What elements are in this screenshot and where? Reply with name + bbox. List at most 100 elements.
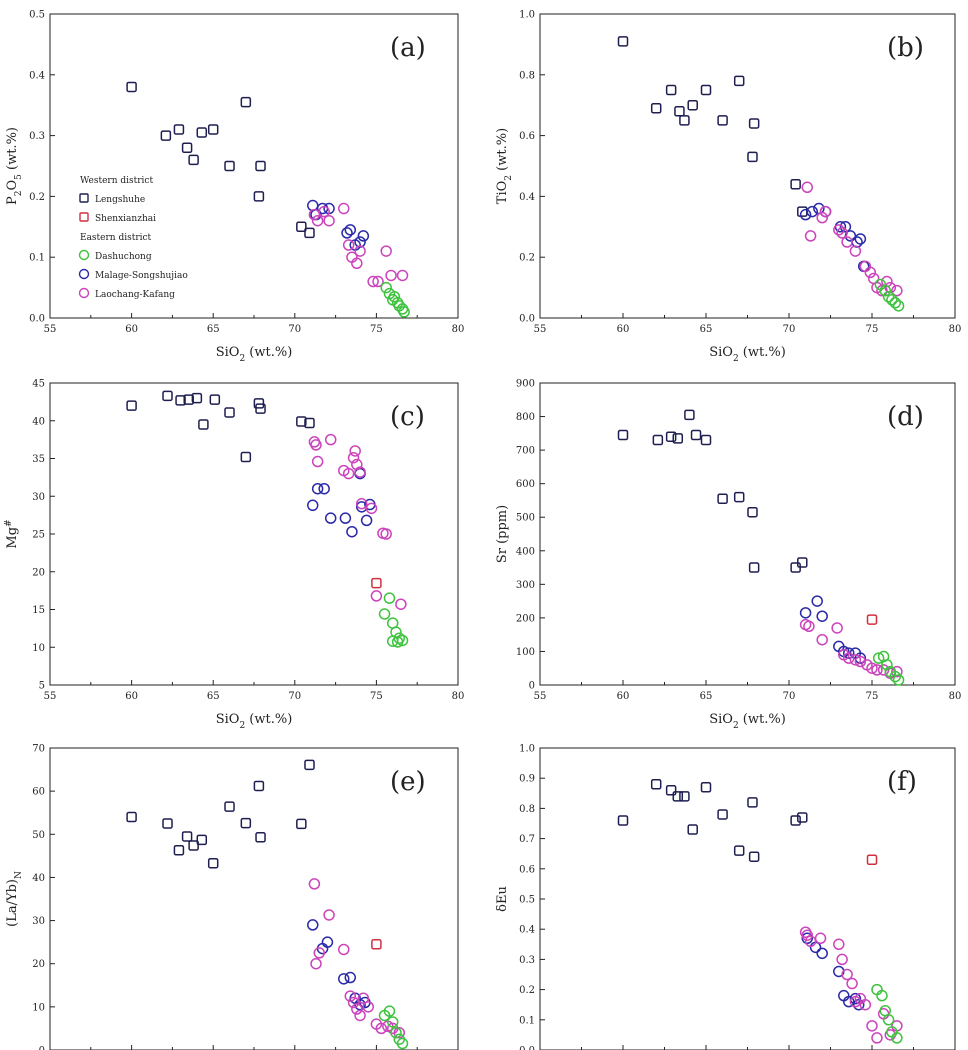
y-tick-label: 900 <box>516 379 535 390</box>
series-dashuchong <box>872 650 905 686</box>
data-point <box>811 595 823 607</box>
series-laochang-kafang <box>801 181 903 297</box>
legend-heading: Western district <box>80 176 153 186</box>
data-point <box>324 512 337 524</box>
data-point <box>854 655 867 668</box>
data-point <box>799 208 812 221</box>
data-point <box>617 429 629 441</box>
x-tick-label: 80 <box>452 324 465 335</box>
data-point <box>846 977 858 990</box>
data-point <box>304 759 315 771</box>
data-point <box>801 181 814 194</box>
data-point <box>255 832 266 843</box>
data-point <box>209 394 221 405</box>
panel-f: 0.0 0.1 0.2 0.3 0.4 0.5 0.6 0.7 0.8 0.9 1.0 δEu (f) <box>495 744 956 1050</box>
data-point <box>882 1014 895 1026</box>
x-tick-label: 55 <box>44 691 57 702</box>
panel-label: (e) <box>390 767 426 797</box>
data-point <box>386 1016 399 1028</box>
y-tick-label: 10 <box>32 643 45 654</box>
y-tick-label: 400 <box>516 546 535 557</box>
data-point <box>859 998 872 1011</box>
panel-label: (a) <box>390 33 426 63</box>
data-point <box>181 831 193 842</box>
panel-label: (f) <box>887 767 917 797</box>
data-point <box>833 938 845 951</box>
data-point <box>338 943 350 956</box>
data-point <box>871 1032 883 1044</box>
data-point <box>255 403 266 414</box>
y-axis-label: P2O5 (wt.%) <box>5 127 24 205</box>
data-point <box>799 607 812 619</box>
data-point <box>188 154 199 166</box>
y-tick-label: 25 <box>32 530 45 541</box>
data-point <box>814 932 827 945</box>
data-point <box>864 266 877 279</box>
data-point <box>357 992 370 1004</box>
y-tick-label: 35 <box>32 454 45 465</box>
legend-marker <box>78 268 90 280</box>
data-point <box>240 817 252 829</box>
data-point <box>338 202 350 215</box>
panel-label: (d) <box>887 402 924 432</box>
data-point <box>843 995 855 1008</box>
x-tick-label: 55 <box>534 324 547 335</box>
series-malage-songshujiao <box>307 919 371 1011</box>
data-point <box>255 160 266 172</box>
series-dashuchong <box>380 281 410 318</box>
y-tick-label: 0.4 <box>29 70 45 81</box>
y-tick-label: 0.8 <box>519 70 535 81</box>
data-point <box>398 306 410 318</box>
data-point <box>310 439 322 451</box>
data-point <box>173 124 185 135</box>
data-point <box>816 610 828 622</box>
x-tick-label: 55 <box>44 324 57 335</box>
data-point <box>324 433 337 446</box>
data-point <box>308 878 321 890</box>
data-point <box>207 857 219 869</box>
data-point <box>240 451 252 463</box>
data-point <box>175 395 186 406</box>
series-shenxianzhai <box>371 577 382 589</box>
y-tick-label: 200 <box>516 613 535 624</box>
x-tick-label: 80 <box>452 691 465 702</box>
y-tick-label: 20 <box>32 567 45 578</box>
legend-marker <box>79 212 89 222</box>
data-point <box>879 284 892 297</box>
y-tick-label: 0.2 <box>519 253 535 264</box>
y-tick-label: 0.9 <box>519 774 535 785</box>
data-point <box>733 845 745 856</box>
y-tick-label: 0.2 <box>519 985 535 996</box>
y-tick-label: 0.4 <box>519 925 535 936</box>
data-point <box>196 127 208 138</box>
y-tick-label: 15 <box>32 605 45 616</box>
data-point <box>650 102 662 114</box>
series-laochang-kafang <box>308 202 409 288</box>
data-point <box>849 992 862 1005</box>
legend-label: Malage-Songshujiao <box>95 271 188 281</box>
data-point <box>207 124 219 135</box>
data-point <box>866 662 878 674</box>
data-point <box>386 635 399 647</box>
y-tick-label: 1.0 <box>519 744 535 755</box>
data-point <box>183 394 194 405</box>
data-point <box>881 659 893 671</box>
y-tick-label: 1.0 <box>519 10 535 21</box>
panel-d: 55 60 65 70 75 800100200300400500600700800900… <box>495 379 961 732</box>
y-axis-label: (La/Yb)N <box>5 871 24 927</box>
data-point <box>700 782 712 793</box>
data-point <box>889 670 901 683</box>
y-tick-label: 10 <box>32 1002 45 1013</box>
data-point <box>380 281 392 294</box>
data-point <box>126 811 137 823</box>
data-point <box>347 451 360 464</box>
data-point <box>700 434 712 446</box>
data-point <box>717 115 728 126</box>
data-point <box>371 939 382 950</box>
panel-a: 55 60 65 70 75 80 0.0 0.1 0.2 0.3 0.4 0.5 SiO2 (wt.%… <box>5 10 464 365</box>
data-point <box>804 935 817 948</box>
y-tick-label: 0.0 <box>29 314 45 325</box>
series-dashuchong <box>874 278 905 312</box>
data-point <box>383 592 396 604</box>
data-point <box>351 1003 363 1015</box>
